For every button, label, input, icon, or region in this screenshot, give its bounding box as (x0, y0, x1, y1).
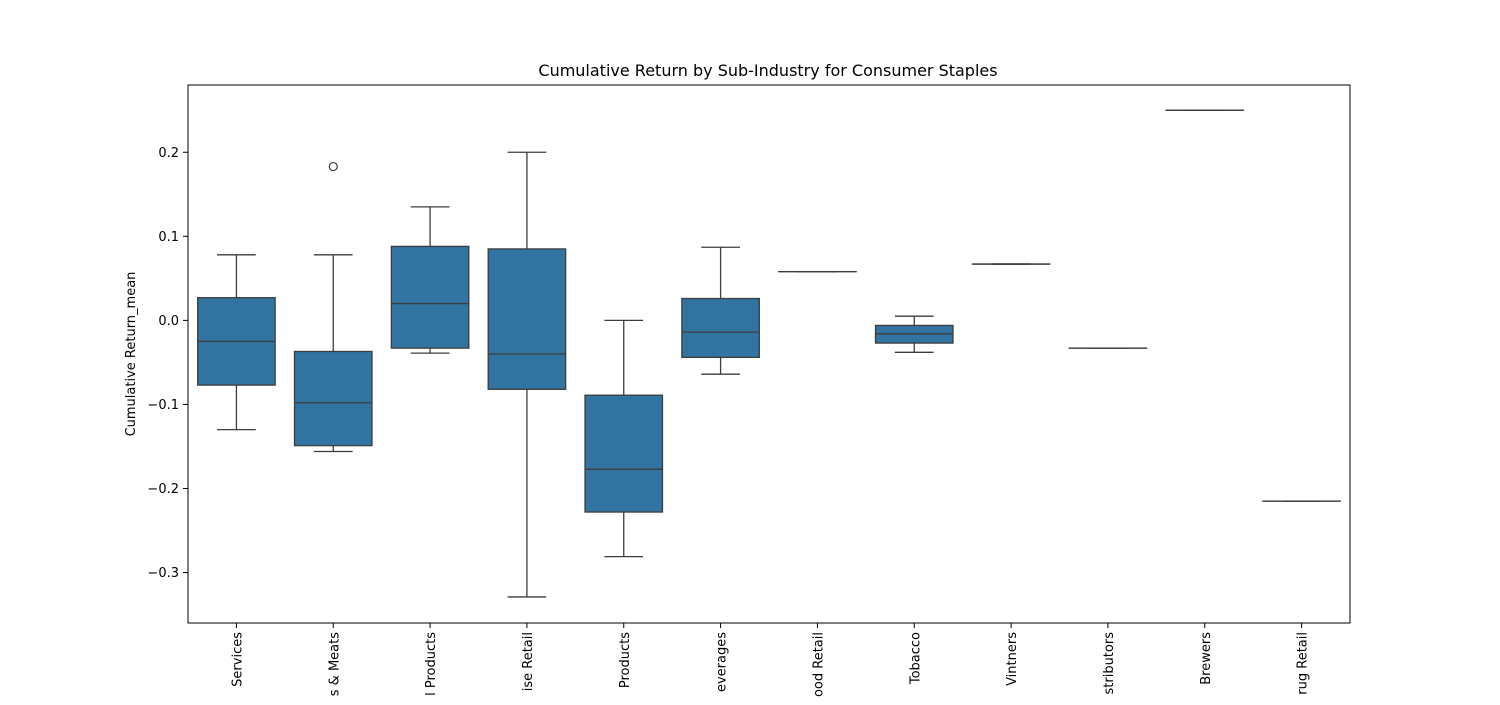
x-tick-label: Products (618, 632, 633, 688)
box-iqr (488, 249, 565, 389)
box-iqr (585, 395, 662, 512)
box-iqr (682, 299, 759, 358)
x-tick-label: Services (230, 632, 245, 691)
y-tick-label: −0.2 (147, 482, 179, 497)
y-tick-label: 0.2 (158, 146, 179, 161)
x-tick-label: stributors (1102, 632, 1117, 695)
x-tick-label: rug Retail (1296, 632, 1311, 695)
chart-title: Cumulative Return by Sub-Industry for Co… (538, 61, 997, 80)
x-tick-label: Brewers (1199, 632, 1214, 685)
x-tick-label: everages (715, 632, 730, 692)
box-iqr (391, 246, 468, 348)
x-tick-label: Vintners (1005, 632, 1020, 686)
y-tick-label: −0.1 (147, 398, 179, 413)
x-tick-label: l Products (424, 632, 439, 696)
box-iqr (295, 351, 372, 445)
y-axis-label: Cumulative Return_mean (124, 272, 139, 437)
y-tick-label: 0.0 (158, 314, 179, 329)
y-tick-label: −0.3 (147, 566, 179, 581)
y-tick-label: 0.1 (158, 230, 179, 245)
x-tick-label: Tobacco (908, 632, 923, 685)
x-tick-label: s & Meats (327, 632, 342, 696)
x-tick-label: ood Retail (811, 632, 826, 697)
x-tick-label: ise Retail (521, 632, 536, 691)
